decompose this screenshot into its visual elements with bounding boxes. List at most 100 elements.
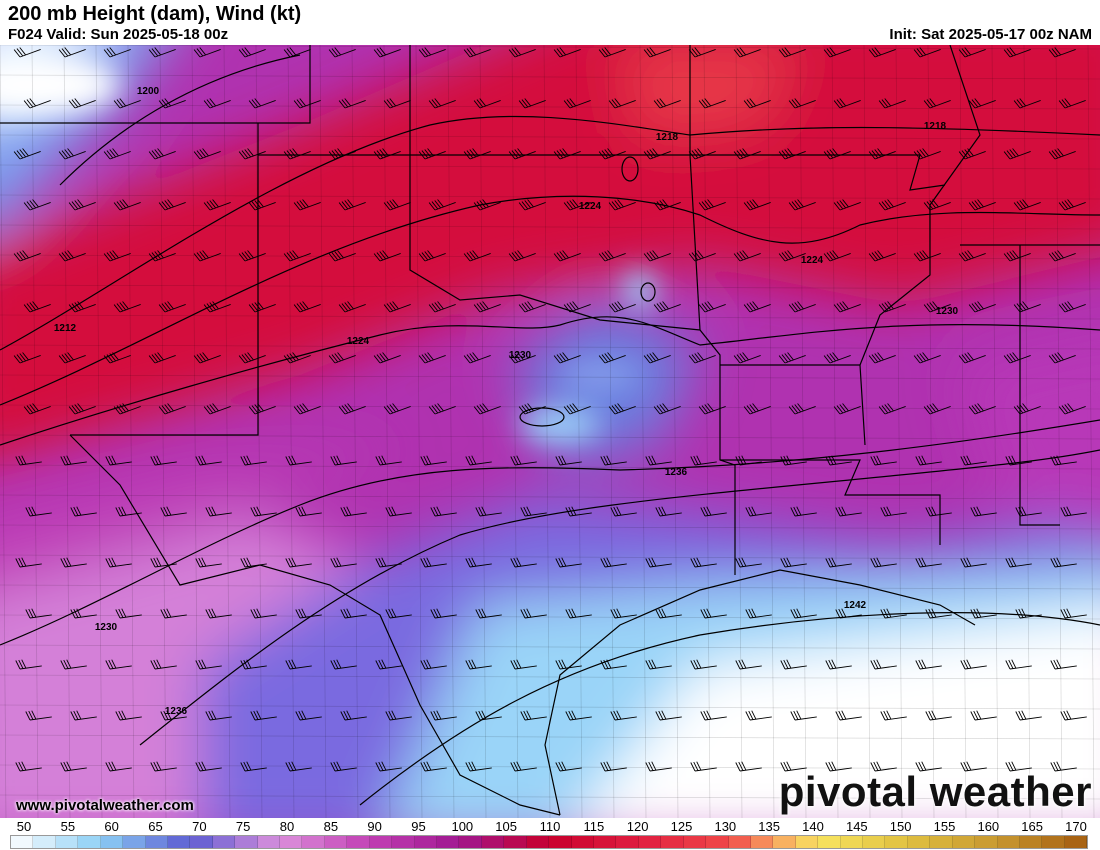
wind-barb xyxy=(878,199,906,211)
wind-barb xyxy=(868,352,896,364)
wind-barb xyxy=(563,98,591,109)
wind-barb xyxy=(473,199,501,211)
wind-barb xyxy=(330,659,357,670)
wind-barb xyxy=(788,199,816,211)
wind-barb xyxy=(160,608,187,619)
wind-barb xyxy=(788,403,816,415)
wind-barb xyxy=(430,506,457,517)
colorbar-label: 160 xyxy=(977,819,1000,834)
wind-barb xyxy=(148,148,176,160)
contour-label: 1218 xyxy=(656,132,679,143)
wind-barb xyxy=(735,659,762,670)
wind-barb xyxy=(565,608,592,619)
contour-label: 1236 xyxy=(165,706,188,717)
wind-barb xyxy=(25,710,52,721)
wind-barb xyxy=(645,557,672,568)
contour-label: 1212 xyxy=(54,323,77,334)
colorbar-label: 115 xyxy=(583,819,605,834)
wind-barb xyxy=(383,199,411,211)
wind-barb xyxy=(700,506,727,517)
wind-barb xyxy=(418,47,446,58)
contour-labels: 1200 1212 1218 1218 1224 1224 1224 1230 1230 1230… xyxy=(54,86,959,717)
wind-barb xyxy=(745,506,772,517)
wind-barb xyxy=(103,250,131,262)
wind-barb xyxy=(250,608,277,619)
contour-label: 1224 xyxy=(801,255,824,266)
wind-barb xyxy=(510,557,537,568)
wind-barb xyxy=(293,301,321,313)
wind-barb xyxy=(463,148,491,160)
wind-barb xyxy=(203,403,231,415)
colorbar-cell xyxy=(145,836,168,848)
wind-barb xyxy=(115,608,142,619)
colorbar-cell xyxy=(773,836,796,848)
wind-barb xyxy=(610,506,637,517)
colorbar-cell xyxy=(190,836,213,848)
wind-barb xyxy=(1060,608,1087,619)
colorbar-label: 70 xyxy=(192,819,207,834)
wind-barb xyxy=(823,47,851,58)
colorbar-label: 105 xyxy=(495,819,518,834)
wind-barb xyxy=(553,352,581,364)
wind-barb xyxy=(608,98,636,109)
colorbar-label: 130 xyxy=(714,819,737,834)
wind-barb xyxy=(553,47,581,58)
wind-barb xyxy=(778,352,806,364)
wind-barb xyxy=(970,608,997,619)
wind-barb xyxy=(698,403,726,415)
wind-barb xyxy=(13,250,41,262)
wind-barb xyxy=(15,761,42,772)
wind-barb xyxy=(610,608,637,619)
wind-barb xyxy=(913,148,941,160)
wind-barb xyxy=(150,659,177,670)
wind-barb xyxy=(700,710,727,721)
wind-barb xyxy=(925,506,952,517)
wind-barb xyxy=(465,659,492,670)
wind-barb xyxy=(655,608,682,619)
wind-barb xyxy=(1048,47,1076,58)
wind-barb xyxy=(285,455,312,466)
wind-barb xyxy=(15,659,42,670)
wind-barb xyxy=(1013,199,1041,211)
colorbar-label: 55 xyxy=(60,819,76,834)
wind-barb xyxy=(58,352,86,364)
wind-barb xyxy=(1050,455,1077,466)
wind-barb xyxy=(375,455,402,466)
colorbar-label: 50 xyxy=(16,819,32,834)
wind-barb xyxy=(428,403,456,415)
wind-barb xyxy=(778,47,806,58)
wind-barb xyxy=(598,47,626,58)
website-url[interactable]: www.pivotalweather.com xyxy=(16,797,194,814)
wind-barb xyxy=(295,506,322,517)
wind-barb xyxy=(1013,403,1041,415)
wind-barb xyxy=(115,506,142,517)
wind-barb xyxy=(733,47,761,58)
wind-barb xyxy=(968,301,996,313)
wind-barb xyxy=(248,403,276,415)
wind-barb xyxy=(598,148,626,160)
colorbar-label: 135 xyxy=(758,819,781,834)
wind-barb xyxy=(375,659,402,670)
wind-barb xyxy=(238,250,266,262)
wind-barb xyxy=(240,761,267,772)
wind-barb xyxy=(250,710,277,721)
wind-barb xyxy=(563,403,591,415)
wind-barb xyxy=(330,455,357,466)
wind-barb xyxy=(338,199,366,211)
wind-barb xyxy=(70,710,97,721)
wind-barb xyxy=(330,761,357,772)
contour-label: 1230 xyxy=(936,306,959,317)
colorbar-label: 65 xyxy=(148,819,163,834)
wind-barb xyxy=(58,250,86,262)
wind-barb xyxy=(600,659,627,670)
wind-barb xyxy=(465,761,492,772)
weather-map[interactable]: 1200 1212 1218 1218 1224 1224 1224 1230 1230 1230… xyxy=(0,45,1100,818)
wind-barb xyxy=(295,710,322,721)
wind-barb xyxy=(283,250,311,262)
wind-barb xyxy=(1048,250,1076,262)
wind-barb xyxy=(823,250,851,262)
wind-barb xyxy=(193,47,221,58)
wind-barb xyxy=(328,352,356,364)
wind-barb xyxy=(870,557,897,568)
wind-barb xyxy=(778,250,806,262)
